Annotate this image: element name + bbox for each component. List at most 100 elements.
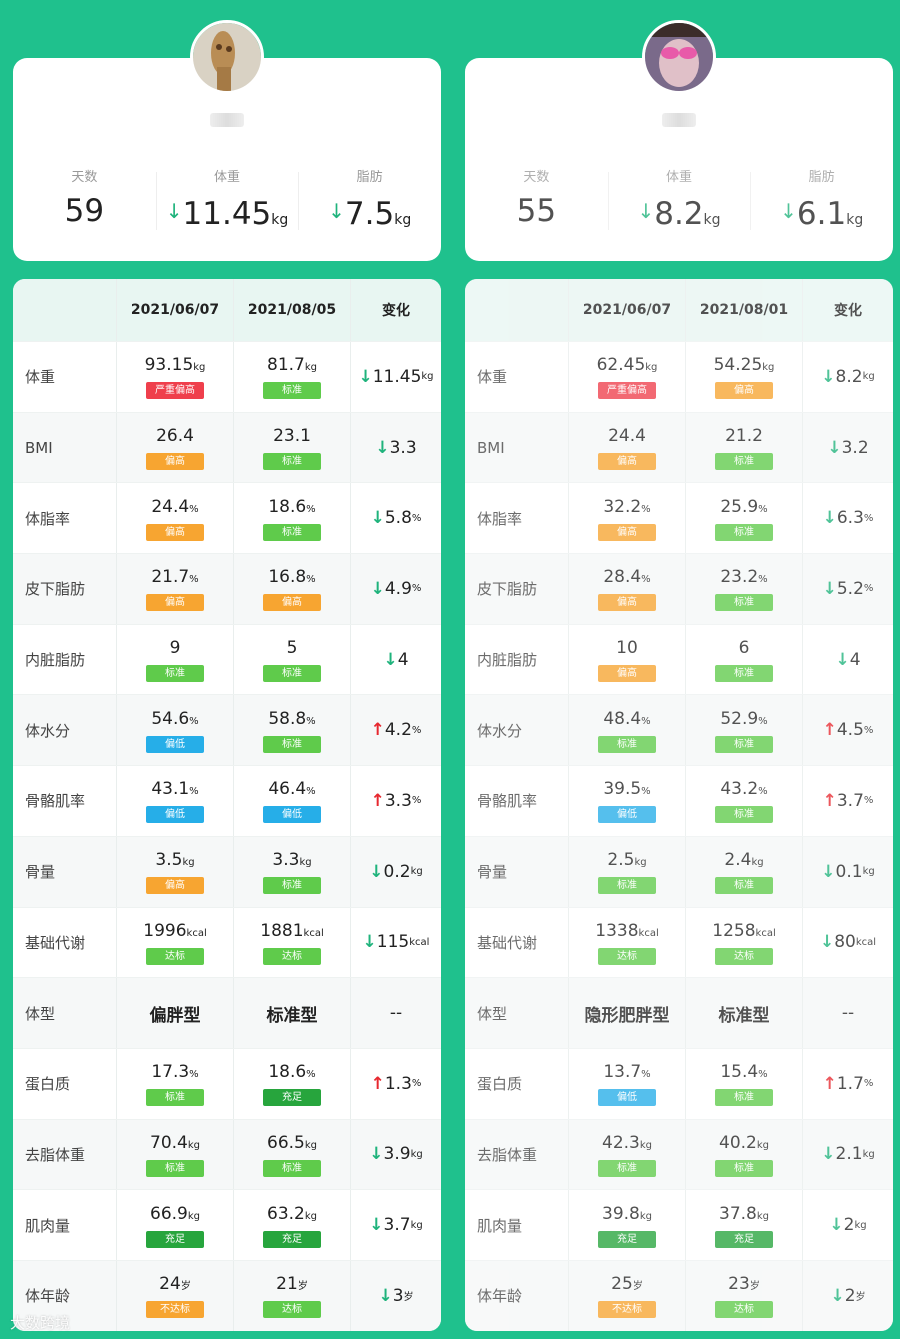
metric-label: 骨骼肌率 (13, 766, 117, 836)
table-body: 体重 62.45kg 严重偏高 54.25kg 偏高 ↓ 8.2 kg BMI 24.4 偏高 21.… (465, 341, 893, 1331)
value-date2: 15.4% 标准 (686, 1048, 803, 1119)
status-badge: 偏低 (146, 735, 204, 753)
status-badge: 不达标 (598, 1301, 656, 1319)
metric-label: 体重 (13, 342, 117, 412)
arrow-down-icon: ↓ (370, 508, 385, 529)
value-date1: 21.7% 偏高 (117, 554, 234, 624)
metric-value: 2.5kg (607, 850, 647, 871)
value-date1: 25岁不达标 (569, 1260, 686, 1331)
status-badge: 偏高 (146, 523, 204, 541)
value-date2: 58.8% 标准 (234, 695, 351, 766)
value-date2: 18.6% 充足 (234, 1048, 351, 1119)
table-row: 体脂率 32.2% 偏高 25.9% 标准 ↓ 6.3% (465, 482, 893, 554)
change-value: ↓ 0.1 kg (821, 861, 875, 882)
value-date2: 18.6% 标准 (234, 483, 351, 554)
change-value: ↓ 0.2 kg (369, 861, 423, 882)
arrow-down-icon: ↓ (835, 649, 850, 670)
status-badge: 偏低 (146, 806, 204, 824)
status-badge: 偏高 (598, 523, 656, 541)
status-badge: 标准 (598, 1159, 656, 1177)
arrow-down-icon: ↓ (830, 1285, 845, 1306)
weight-label: 体重 (666, 170, 693, 185)
status-badge: 标准 (715, 1089, 773, 1107)
arrow-down-icon: ↓ (378, 1285, 393, 1306)
metric-value: 48.4% (603, 708, 651, 729)
status-badge: 偏高 (598, 453, 656, 471)
status-badge: 标准 (598, 735, 656, 753)
table-row: 基础代谢 1996kcal 达标 1881kcal 达标 ↓ 115 kcal (13, 906, 441, 978)
change-value: ↓ 80 kcal (819, 932, 877, 953)
metric-label: 肌肉量 (465, 1190, 569, 1260)
value-date2: 21岁 达标 (234, 1260, 351, 1331)
watermark: 大数跨境 (10, 1314, 71, 1332)
value-date2: 2.4kg 标准 (686, 836, 803, 907)
status-badge: 充足 (598, 1230, 656, 1248)
metric-label: 体年龄 (465, 1260, 569, 1331)
status-badge: 达标 (598, 947, 656, 965)
value-date2: 1881kcal 达标 (234, 907, 351, 978)
value-date1: 32.2% 偏高 (569, 483, 686, 554)
change-value: ↓ 5.8% (370, 508, 422, 529)
header-date1: 2021/06/07 (569, 279, 686, 341)
summary-card: 天数 55 体重 ↓8.2kg 脂肪 ↓6.1kg (465, 20, 893, 261)
value-date2: 21.2 标准 (686, 412, 803, 483)
change-value: ↓ 2 岁 (830, 1285, 866, 1306)
avatar[interactable] (190, 20, 264, 94)
status-badge: 充足 (263, 1230, 321, 1248)
change-value: ↓ 11.45 kg (358, 366, 434, 387)
value-date2: 43.2% 标准 (686, 766, 803, 836)
status-badge: 达标 (715, 947, 773, 965)
summary-card: 天数 59 体重 ↓11.45kg 脂肪 ↓7.5kg (13, 20, 441, 261)
weight-value: ↓8.2kg (637, 196, 721, 232)
table-header: 2021/06/07 2021/08/05 变化 (13, 279, 441, 341)
change-value: ↑ 4.5% (822, 720, 874, 741)
metric-label: BMI (465, 412, 569, 483)
value-date2: 46.4% 偏低 (234, 766, 351, 836)
value-date1: 9 标准 (117, 624, 234, 695)
metric-value: 13.7% (603, 1062, 651, 1083)
left-panel: 天数 59 体重 ↓11.45kg 脂肪 ↓7.5kg 2021/06/07 2… (0, 0, 442, 1339)
table-row: 内脏脂肪 10 偏高 6 标准 ↓ 4 (465, 623, 893, 695)
status-badge: 标准 (715, 594, 773, 612)
status-badge: 标准 (715, 1159, 773, 1177)
metric-label: 内脏脂肪 (13, 624, 117, 695)
days-label: 天数 (523, 170, 550, 185)
status-badge: 充足 (263, 1089, 321, 1107)
metric-value: 1996kcal (143, 920, 207, 941)
change-value: ↓ 3 岁 (378, 1285, 414, 1306)
change-value: ↓ 3.2 (827, 437, 869, 458)
avatar[interactable] (642, 20, 716, 94)
value-date2: 23.2% 标准 (686, 554, 803, 624)
arrow-down-icon: ↓ (827, 437, 842, 458)
value-date2: 66.5kg 标准 (234, 1119, 351, 1190)
metric-value: 23.1 (273, 426, 311, 447)
fat-stat: 脂肪 ↓6.1kg (750, 168, 893, 243)
username (465, 112, 893, 132)
metric-label: 皮下脂肪 (13, 554, 117, 624)
metric-label: 去脂体重 (13, 1119, 117, 1190)
summary-stats: 天数 55 体重 ↓8.2kg 脂肪 ↓6.1kg (465, 168, 893, 243)
value-date2: 52.9% 标准 (686, 695, 803, 766)
status-badge: 标准 (715, 523, 773, 541)
value-date2: 37.8kg 充足 (686, 1190, 803, 1260)
status-badge: 偏低 (598, 1089, 656, 1107)
arrow-down-icon: ↓ (822, 578, 837, 599)
metric-value: 66.5kg (267, 1132, 317, 1153)
status-badge: 标准 (263, 735, 321, 753)
metric-value: 25.9% (720, 496, 768, 517)
metric-value: 15.4% (720, 1062, 768, 1083)
status-badge: 标准 (263, 665, 321, 683)
value-date1: 28.4% 偏高 (569, 554, 686, 624)
status-badge: 标准 (715, 735, 773, 753)
value-date1: 偏胖型 (117, 978, 234, 1048)
metric-value: 25岁 (611, 1274, 643, 1295)
metric-label: 体年龄 (13, 1260, 117, 1331)
username (13, 112, 441, 132)
metric-value: 70.4kg (150, 1132, 200, 1153)
change-value: ↓ 3.3 (375, 437, 417, 458)
value-date1: 17.3% 标准 (117, 1048, 234, 1119)
change-value: ↓ 5.2% (822, 578, 874, 599)
table-row: 骨量 3.5kg 偏高 3.3kg 标准 ↓ 0.2 kg (13, 835, 441, 907)
arrow-down-icon: ↓ (165, 199, 183, 223)
arrow-down-icon: ↓ (370, 578, 385, 599)
